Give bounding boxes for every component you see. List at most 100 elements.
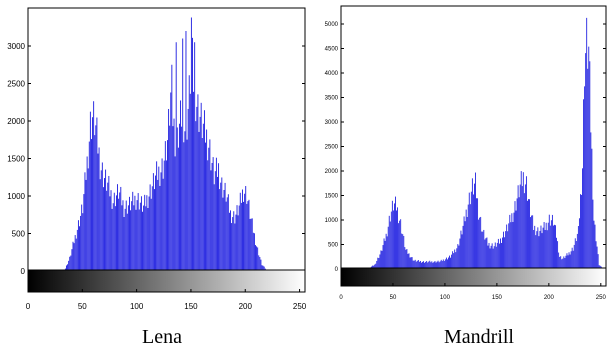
mandrill-y-tick-label: 4500 <box>325 47 339 53</box>
mandrill-bar <box>421 262 422 269</box>
lena-bar <box>101 162 103 271</box>
lena-y-tick-label: 3000 <box>7 42 25 51</box>
mandrill-bar <box>514 201 516 269</box>
lena-bar <box>79 226 80 271</box>
lena-bar <box>139 202 141 271</box>
mandrill-bar <box>578 218 580 269</box>
mandrill-bar <box>594 224 596 269</box>
mandrill-bar <box>399 220 401 269</box>
lena-bar <box>87 168 89 271</box>
lena-bar <box>260 259 262 271</box>
mandrill-x-tick-label: 100 <box>440 295 451 301</box>
mandrill-bar <box>429 260 431 269</box>
lena-y-tick-label: 1500 <box>7 154 25 163</box>
lena-bar <box>106 190 108 271</box>
mandrill-bar <box>597 254 599 269</box>
lena-bar <box>100 170 102 271</box>
mandrill-bar <box>534 225 536 269</box>
lena-bar <box>209 139 211 271</box>
lena-bar <box>162 178 164 271</box>
mandrill-bar <box>463 216 465 269</box>
lena-bar <box>80 215 82 271</box>
lena-bar <box>225 201 227 271</box>
lena-bar <box>163 160 165 271</box>
lena-bar <box>114 206 116 271</box>
mandrill-bar <box>484 239 486 269</box>
mandrill-bar <box>450 257 451 269</box>
lena-bar <box>67 264 69 271</box>
mandrill-bar <box>460 230 462 269</box>
lena-bar <box>110 190 112 271</box>
mandrill-bar <box>570 251 572 269</box>
lena-bar <box>159 185 161 271</box>
lena-bar <box>127 205 129 271</box>
mandrill-bar <box>539 230 541 269</box>
mandrill-bar <box>555 225 556 269</box>
mandrill-bar <box>464 221 466 269</box>
lena-bar <box>158 166 160 271</box>
lena-bar <box>133 205 135 271</box>
lena-bar <box>206 129 208 271</box>
mandrill-bar <box>443 260 445 269</box>
mandrill-bar <box>504 237 506 269</box>
lena-bar <box>194 42 196 271</box>
mandrill-bar <box>496 242 498 269</box>
mandrill-bar <box>565 255 567 269</box>
lena-bar <box>213 184 215 271</box>
lena-bar <box>118 198 120 271</box>
lena-bar <box>117 184 118 271</box>
mandrill-bar <box>521 186 523 269</box>
lena-bar <box>169 125 171 271</box>
mandrill-bar <box>535 235 537 269</box>
mandrill-bar <box>407 253 409 269</box>
mandrill-bar <box>427 262 429 269</box>
mandrill-bar <box>498 243 500 269</box>
lena-bar <box>243 201 244 271</box>
mandrill-y-tick-label: 500 <box>328 243 339 249</box>
lena-bar <box>124 208 126 271</box>
mandrill-bar <box>510 222 512 269</box>
lena-bar <box>91 139 92 271</box>
mandrill-bar <box>545 222 547 269</box>
lena-x-tick-label: 0 <box>26 302 31 311</box>
mandrill-bar <box>419 260 421 269</box>
mandrill-bars <box>368 17 603 270</box>
lena-bar <box>176 127 178 271</box>
mandrill-y-tick-label: 1000 <box>325 218 339 224</box>
mandrill-bar <box>483 229 485 269</box>
mandrill-bar <box>493 246 495 269</box>
lena-bar <box>129 196 130 271</box>
mandrill-bar <box>397 207 398 269</box>
lena-bar <box>185 31 187 271</box>
mandrill-bar <box>433 261 435 269</box>
lena-bar <box>189 93 191 271</box>
mandrill-bar <box>461 234 463 269</box>
lena-bar <box>180 100 181 271</box>
lena-bar <box>88 141 90 271</box>
lena-bar <box>244 193 246 271</box>
mandrill-bar <box>577 226 579 269</box>
mandrill-bar <box>531 215 533 269</box>
lena-bar <box>66 265 67 271</box>
mandrill-bar <box>456 248 458 269</box>
mandrill-bar <box>598 265 600 269</box>
lena-bar <box>197 94 199 271</box>
lena-histogram-panel: 0 500 1000 1500 2000 2500 3000 0 50 100 150 200 250 L… <box>7 7 307 348</box>
lena-bar <box>211 162 213 271</box>
lena-bar <box>113 192 115 271</box>
mandrill-bar <box>572 250 574 269</box>
lena-bar <box>256 246 258 271</box>
lena-bar <box>178 123 180 271</box>
lena-bar <box>85 179 87 271</box>
lena-bar <box>170 92 172 272</box>
mandrill-y-tick-label: 4000 <box>325 71 339 77</box>
lena-bar <box>89 111 91 271</box>
lena-bar <box>233 211 235 271</box>
mandrill-bar <box>454 249 456 269</box>
mandrill-bar <box>477 198 479 269</box>
lena-bar <box>203 110 205 271</box>
mandrill-bar <box>573 244 575 269</box>
mandrill-bar <box>560 256 562 269</box>
mandrill-bar <box>543 222 545 269</box>
